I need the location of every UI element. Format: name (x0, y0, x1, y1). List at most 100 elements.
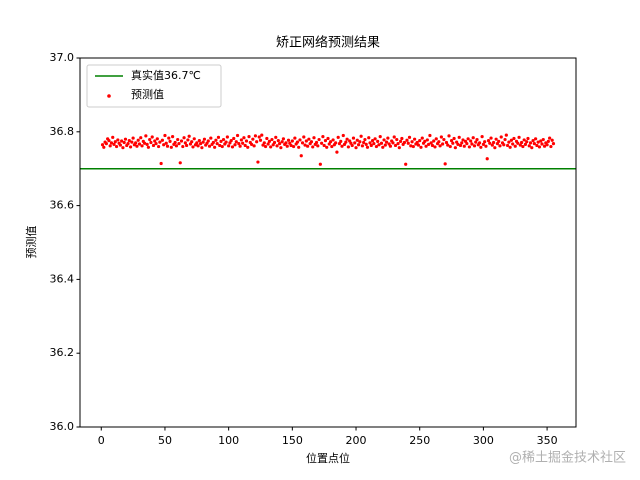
scatter-point (498, 144, 502, 148)
scatter-point (174, 144, 179, 148)
scatter-point (383, 143, 387, 147)
scatter-point (467, 145, 471, 149)
scatter-point (183, 141, 187, 145)
scatter-point (164, 141, 168, 145)
scatter-point (277, 142, 282, 146)
scatter-point (362, 140, 366, 145)
scatter-point (424, 144, 428, 148)
scatter-point (508, 145, 512, 149)
scatter-point (458, 143, 463, 148)
scatter-point (457, 135, 461, 139)
scatter-point (534, 137, 538, 141)
scatter-point (316, 144, 320, 148)
scatter-point (279, 146, 283, 150)
scatter-point (453, 146, 457, 150)
scatter-point (121, 146, 125, 150)
scatter-point (486, 139, 491, 143)
scatter-point (285, 144, 289, 148)
axes-frame (79, 57, 577, 428)
y-tick-label: 37.0 (50, 51, 75, 64)
scatter-point (140, 144, 144, 148)
scatter-point (386, 136, 390, 140)
scatter-point (489, 136, 493, 140)
scatter-point (334, 141, 338, 145)
x-axis-label: 位置点位 (306, 451, 350, 465)
scatter-point (159, 161, 163, 166)
scatter-point (233, 143, 237, 147)
scatter-point (511, 142, 515, 146)
scatter-point (491, 140, 496, 145)
scatter-point (474, 140, 478, 144)
scatter-point (427, 142, 431, 146)
scatter-point (328, 140, 333, 144)
scatter-point (144, 134, 148, 138)
scatter-point (530, 146, 534, 150)
scatter-point (322, 143, 326, 148)
scatter-point (507, 140, 511, 144)
scatter-point (114, 144, 119, 149)
scatter-point (128, 145, 133, 149)
scatter-point (441, 142, 445, 146)
scatter-point (289, 143, 293, 148)
scatter-point (368, 141, 372, 145)
scatter-point (460, 141, 464, 145)
scatter-point (112, 142, 116, 146)
scatter-point (405, 138, 409, 142)
x-tick-label: 200 (346, 434, 367, 447)
scatter-point (545, 143, 549, 147)
scatter-point (531, 139, 535, 143)
scatter-point (462, 144, 466, 148)
scatter-point (540, 142, 544, 146)
scatter-point (321, 134, 325, 139)
scatter-point (280, 140, 284, 144)
scatter-point (448, 144, 452, 149)
scatter-point (290, 139, 294, 143)
scatter-point (156, 144, 161, 149)
legend-label: 预测值 (131, 88, 164, 101)
scatter-point (171, 134, 175, 139)
scatter-point (207, 144, 212, 148)
scatter-point (536, 140, 540, 144)
scatter-point (465, 142, 469, 146)
legend-swatch (107, 94, 111, 98)
scatter-point (221, 137, 226, 142)
scatter-point (255, 140, 259, 144)
scatter-point (341, 133, 345, 138)
scatter-point (472, 144, 477, 148)
scatter-point (404, 162, 408, 166)
scatter-point (358, 140, 362, 144)
scatter-point (102, 145, 106, 149)
scatter-point (526, 136, 530, 141)
scatter-point (502, 143, 506, 147)
scatter-point (275, 144, 279, 148)
scatter-point (378, 134, 382, 139)
scatter-point (546, 139, 550, 143)
scatter-point (168, 139, 172, 143)
scatter-point (420, 136, 424, 140)
scatter-point (191, 145, 195, 149)
scatter-point (525, 140, 529, 144)
scatter-point (437, 140, 441, 144)
scatter-point (211, 140, 215, 145)
scatter-point (438, 144, 442, 148)
scatter-point (160, 138, 165, 142)
scatter-point (479, 145, 483, 149)
scatter-point (176, 137, 180, 142)
scatter-point (167, 136, 171, 140)
scatter-point (488, 141, 492, 145)
scatter-point (265, 136, 269, 141)
scatter-point (428, 133, 432, 138)
scatter-point (430, 143, 435, 148)
scatter-point (503, 137, 507, 142)
scatter-point (406, 141, 410, 145)
x-tick-label: 300 (473, 434, 494, 447)
scatter-point (335, 150, 339, 154)
scatter-point (354, 146, 358, 150)
scatter-point (372, 142, 376, 146)
scatter-point (522, 138, 526, 142)
scatter-point (494, 137, 498, 141)
scatter-point (107, 139, 111, 143)
scatter-point (111, 135, 115, 139)
scatter-point (142, 141, 147, 145)
